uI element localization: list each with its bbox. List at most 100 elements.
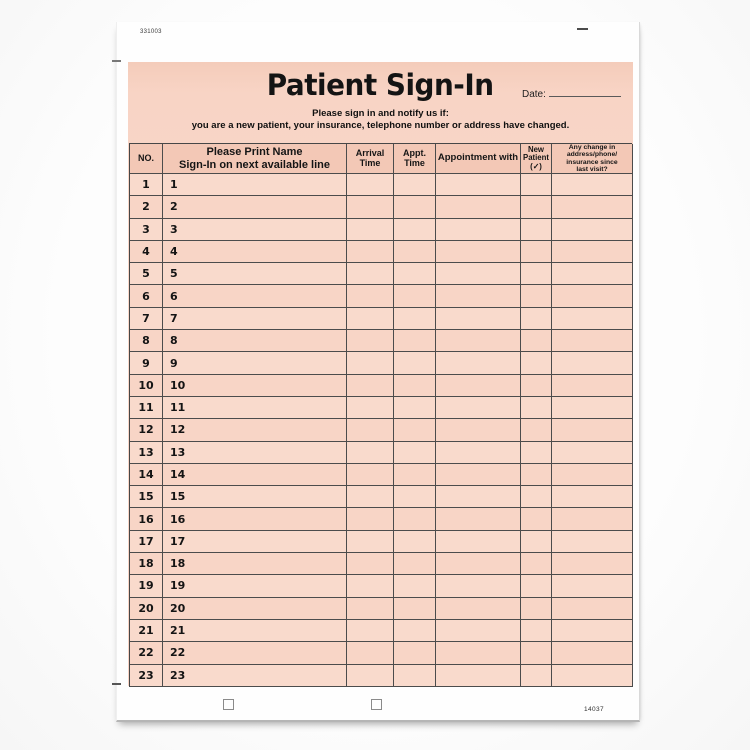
row-name-number: 3 — [163, 218, 347, 241]
appointment-with-cell — [436, 218, 521, 241]
appt-time-cell — [394, 396, 436, 420]
appointment-with-cell — [436, 508, 521, 531]
arrival-time-cell — [347, 508, 394, 531]
any-change-cell — [552, 240, 633, 264]
any-change-cell — [552, 619, 633, 643]
new-patient-check-cell — [521, 530, 552, 554]
row-no-cell: 8 — [130, 330, 163, 353]
appointment-with-cell — [436, 530, 521, 554]
appt-time-cell — [394, 642, 436, 665]
row-name-number: 17 — [163, 530, 347, 554]
arrival-time-cell — [347, 530, 394, 554]
arrival-time-cell — [347, 619, 394, 643]
appt-time-cell — [394, 664, 436, 687]
new-patient-check-cell — [521, 553, 552, 576]
row-no-cell: 7 — [130, 307, 163, 331]
registration-square-left — [223, 699, 234, 710]
appointment-with-cell — [436, 240, 521, 264]
registration-tick-left-top — [112, 60, 121, 62]
appt-time-cell — [394, 441, 436, 464]
appointment-with-cell — [436, 619, 521, 643]
new-patient-check-cell — [521, 352, 552, 375]
arrival-time-cell — [347, 642, 394, 665]
any-change-cell — [552, 419, 633, 442]
row-name-number: 22 — [163, 642, 347, 665]
new-patient-check-cell — [521, 374, 552, 397]
appointment-with-cell — [436, 441, 521, 464]
appt-time-cell — [394, 419, 436, 442]
row-name-number: 9 — [163, 352, 347, 375]
appointment-with-cell — [436, 330, 521, 353]
date-label: Date: — [522, 89, 546, 100]
any-change-cell — [552, 285, 633, 308]
row-no-cell: 14 — [130, 463, 163, 487]
appt-time-cell — [394, 508, 436, 531]
row-no-cell: 15 — [130, 486, 163, 509]
appointment-with-cell — [436, 553, 521, 576]
row-no-cell: 20 — [130, 597, 163, 620]
new-patient-check-cell — [521, 196, 552, 219]
row-no-cell: 11 — [130, 396, 163, 420]
appointment-with-cell — [436, 597, 521, 620]
arrival-time-cell — [347, 307, 394, 331]
header-appointment-with: Appointment with — [436, 144, 521, 174]
any-change-cell — [552, 174, 633, 197]
row-no-cell: 13 — [130, 441, 163, 464]
appt-time-cell — [394, 196, 436, 219]
row-name-number: 23 — [163, 664, 347, 687]
row-name-number: 18 — [163, 553, 347, 576]
arrival-time-cell — [347, 174, 394, 197]
row-no-cell: 5 — [130, 263, 163, 286]
any-change-cell — [552, 508, 633, 531]
appointment-with-cell — [436, 352, 521, 375]
arrival-time-cell — [347, 218, 394, 241]
new-patient-check-cell — [521, 508, 552, 531]
arrival-time-cell — [347, 575, 394, 598]
row-name-number: 19 — [163, 575, 347, 598]
row-name-number: 7 — [163, 307, 347, 331]
any-change-cell — [552, 463, 633, 487]
appointment-with-cell — [436, 396, 521, 420]
row-no-cell: 2 — [130, 196, 163, 219]
new-patient-check-cell — [521, 597, 552, 620]
appt-time-cell — [394, 553, 436, 576]
row-no-cell: 10 — [130, 374, 163, 397]
arrival-time-cell — [347, 553, 394, 576]
form-stock-number: 14037 — [584, 706, 605, 713]
new-patient-check-cell — [521, 285, 552, 308]
appt-time-cell — [394, 174, 436, 197]
any-change-cell — [552, 530, 633, 554]
arrival-time-cell — [347, 664, 394, 687]
checkmark-glyph: (✓) — [530, 161, 542, 171]
arrival-time-cell — [347, 597, 394, 620]
header-print-name: Please Print Name Sign-In on next availa… — [163, 144, 347, 174]
new-patient-check-cell — [521, 619, 552, 643]
header-any-change: Any change in address/phone/ insurance s… — [552, 144, 633, 174]
appointment-with-cell — [436, 463, 521, 487]
appt-time-cell — [394, 619, 436, 643]
plate-code: 331003 — [140, 29, 162, 35]
appt-time-cell — [394, 263, 436, 286]
any-change-cell — [552, 441, 633, 464]
appt-time-cell — [394, 530, 436, 554]
arrival-time-cell — [347, 441, 394, 464]
any-change-cell — [552, 307, 633, 331]
appointment-with-cell — [436, 575, 521, 598]
new-patient-check-cell — [521, 307, 552, 331]
row-no-cell: 12 — [130, 419, 163, 442]
arrival-time-cell — [347, 285, 394, 308]
appointment-with-cell — [436, 285, 521, 308]
appt-time-cell — [394, 352, 436, 375]
appt-time-cell — [394, 307, 436, 331]
arrival-time-cell — [347, 419, 394, 442]
appointment-with-cell — [436, 196, 521, 219]
any-change-cell — [552, 486, 633, 509]
row-no-cell: 4 — [130, 240, 163, 264]
appointment-with-cell — [436, 263, 521, 286]
row-name-number: 21 — [163, 619, 347, 643]
new-patient-check-cell — [521, 664, 552, 687]
any-change-cell — [552, 575, 633, 598]
new-patient-check-cell — [521, 263, 552, 286]
row-name-number: 8 — [163, 330, 347, 353]
